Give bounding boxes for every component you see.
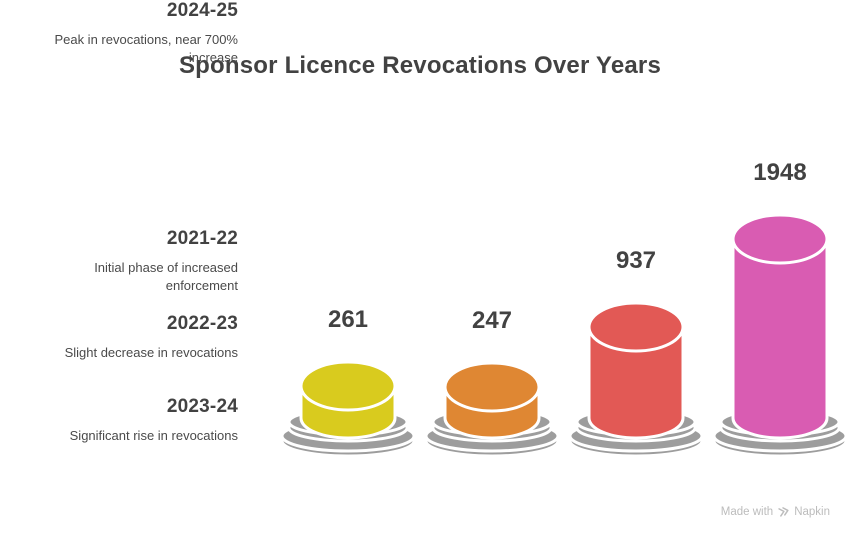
chart-title: Sponsor Licence Revocations Over Years (178, 52, 662, 79)
year-description: Peak in revocations, near 700% increase (54, 32, 238, 65)
year-description: Slight decrease in revocations (64, 345, 238, 360)
napkin-logo-icon (778, 507, 789, 517)
year-description: Initial phase of increased enforcement (94, 260, 238, 293)
timeline-entry-2024-25: 2024-25 Peak in revocations, near 700% i… (33, 0, 238, 67)
cylinder-bar (280, 360, 416, 458)
bar-value-label: 261 (327, 306, 369, 333)
timeline-entry-2022-23: 2022-23 Slight decrease in revocations (33, 313, 238, 362)
bar-value-label: 247 (471, 307, 513, 334)
year-label: 2022-23 (166, 313, 238, 334)
bar-value-label: 937 (615, 247, 657, 274)
bar-column-2021-22: 261 (276, 306, 420, 460)
year-description: Significant rise in revocations (69, 428, 238, 443)
made-with-text: Made with (720, 505, 774, 518)
timeline-entry-2023-24: 2023-24 Significant rise in revocations (33, 396, 238, 445)
year-label: 2021-22 (166, 228, 238, 249)
cylinder-bar (712, 213, 848, 458)
napkin-brand-text: Napkin (794, 505, 830, 518)
cylinder-bar (424, 361, 560, 458)
bar-chart: 261 247 937 1948 (276, 159, 852, 460)
timeline-entry-2021-22: 2021-22 Initial phase of increased enfor… (33, 228, 238, 295)
year-label: 2024-25 (166, 0, 238, 21)
bar-column-2022-23: 247 (420, 307, 564, 460)
bar-column-2024-25: 1948 (708, 159, 852, 460)
bar-value-label: 1948 (753, 159, 807, 186)
cylinder-bar (568, 301, 704, 458)
year-label: 2023-24 (166, 396, 238, 417)
made-with-napkin[interactable]: Made with Napkin (721, 505, 830, 518)
bar-column-2023-24: 937 (564, 247, 708, 460)
